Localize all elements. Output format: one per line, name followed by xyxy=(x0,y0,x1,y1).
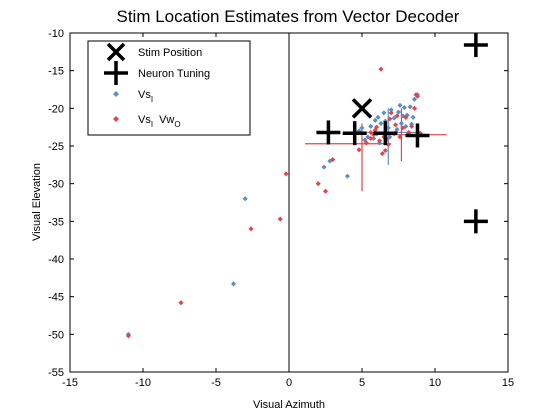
data-point xyxy=(322,188,329,194)
y-axis-label: Visual Elevation xyxy=(31,163,43,241)
x-tick-label: 5 xyxy=(359,377,365,389)
x-tick-label: 15 xyxy=(502,377,514,389)
legend-label: Stim Position xyxy=(138,47,202,59)
data-point xyxy=(410,114,416,121)
data-point xyxy=(378,66,384,72)
data-point xyxy=(379,150,386,157)
x-tick-label: 0 xyxy=(286,377,292,389)
data-point xyxy=(387,116,393,122)
data-point xyxy=(359,125,365,131)
data-point xyxy=(344,173,351,179)
data-point xyxy=(248,226,254,232)
y-tick-label: -25 xyxy=(48,141,64,153)
data-point xyxy=(125,333,132,339)
data-point xyxy=(178,300,184,306)
data-point xyxy=(387,134,393,140)
x-tick-label: -10 xyxy=(135,377,151,389)
data-point xyxy=(392,122,399,128)
x-axis-label: Visual Azimuth xyxy=(253,399,325,411)
y-tick-label: -40 xyxy=(48,254,64,266)
data-point xyxy=(378,120,384,127)
data-point xyxy=(368,123,374,130)
y-tick-label: -15 xyxy=(48,66,64,78)
data-point xyxy=(365,134,371,140)
data-point xyxy=(395,109,402,115)
data-point xyxy=(375,114,381,121)
data-point xyxy=(391,115,397,121)
data-point xyxy=(315,181,321,187)
data-point xyxy=(403,114,409,121)
data-point xyxy=(398,120,405,127)
data-point xyxy=(368,135,374,142)
data-point xyxy=(400,125,406,131)
legend-label: VsI VwO xyxy=(138,114,181,129)
data-point xyxy=(388,110,394,116)
legend-dot-marker xyxy=(112,115,120,123)
y-tick-label: -10 xyxy=(48,28,64,40)
data-point xyxy=(376,138,383,144)
y-tick-label: -55 xyxy=(48,367,64,379)
data-point xyxy=(277,216,283,222)
data-point xyxy=(397,102,403,108)
stim-position-marker xyxy=(351,98,373,119)
data-point xyxy=(330,156,336,163)
legend: Stim Position Neuron Tuning VsI VsI VwO xyxy=(87,40,251,136)
data-point xyxy=(382,147,389,154)
data-point xyxy=(363,140,370,146)
data-point xyxy=(283,171,289,177)
tuning-and-stim-markers xyxy=(316,33,488,234)
data-point xyxy=(397,134,403,140)
data-point xyxy=(381,110,387,116)
data-point xyxy=(414,93,421,99)
data-point xyxy=(408,123,415,130)
legend-dot-marker xyxy=(112,90,120,98)
data-point xyxy=(321,164,327,170)
chart-title: Stim Location Estimates from Vector Deco… xyxy=(117,7,460,26)
legend-label: VsI xyxy=(138,89,153,104)
data-point xyxy=(242,196,248,202)
data-point xyxy=(407,104,413,110)
data-point xyxy=(411,105,418,111)
legend-x-marker xyxy=(106,42,126,62)
data-point xyxy=(372,117,378,124)
x-tick-label: 10 xyxy=(429,377,441,389)
plot-frame xyxy=(69,32,509,373)
y-tick-label: -45 xyxy=(48,292,64,304)
data-point xyxy=(356,147,362,153)
data-point xyxy=(401,104,407,111)
data-point xyxy=(411,96,418,102)
y-tick-label: -30 xyxy=(48,179,64,191)
x-tick-label: -5 xyxy=(211,377,221,389)
y-tick-label: -50 xyxy=(48,329,64,341)
y-tick-label: -20 xyxy=(48,103,64,115)
y-tick-label: -35 xyxy=(48,216,64,228)
data-point xyxy=(230,281,237,287)
axis-tick-labels: -15 -10 -5 0 5 10 15-55-50-45-40-35-30-25-20-1… xyxy=(48,28,514,389)
data-point xyxy=(368,129,374,136)
legend-label: Neuron Tuning xyxy=(138,68,210,80)
x-tick-label: -15 xyxy=(62,377,78,389)
data-point xyxy=(394,113,400,119)
